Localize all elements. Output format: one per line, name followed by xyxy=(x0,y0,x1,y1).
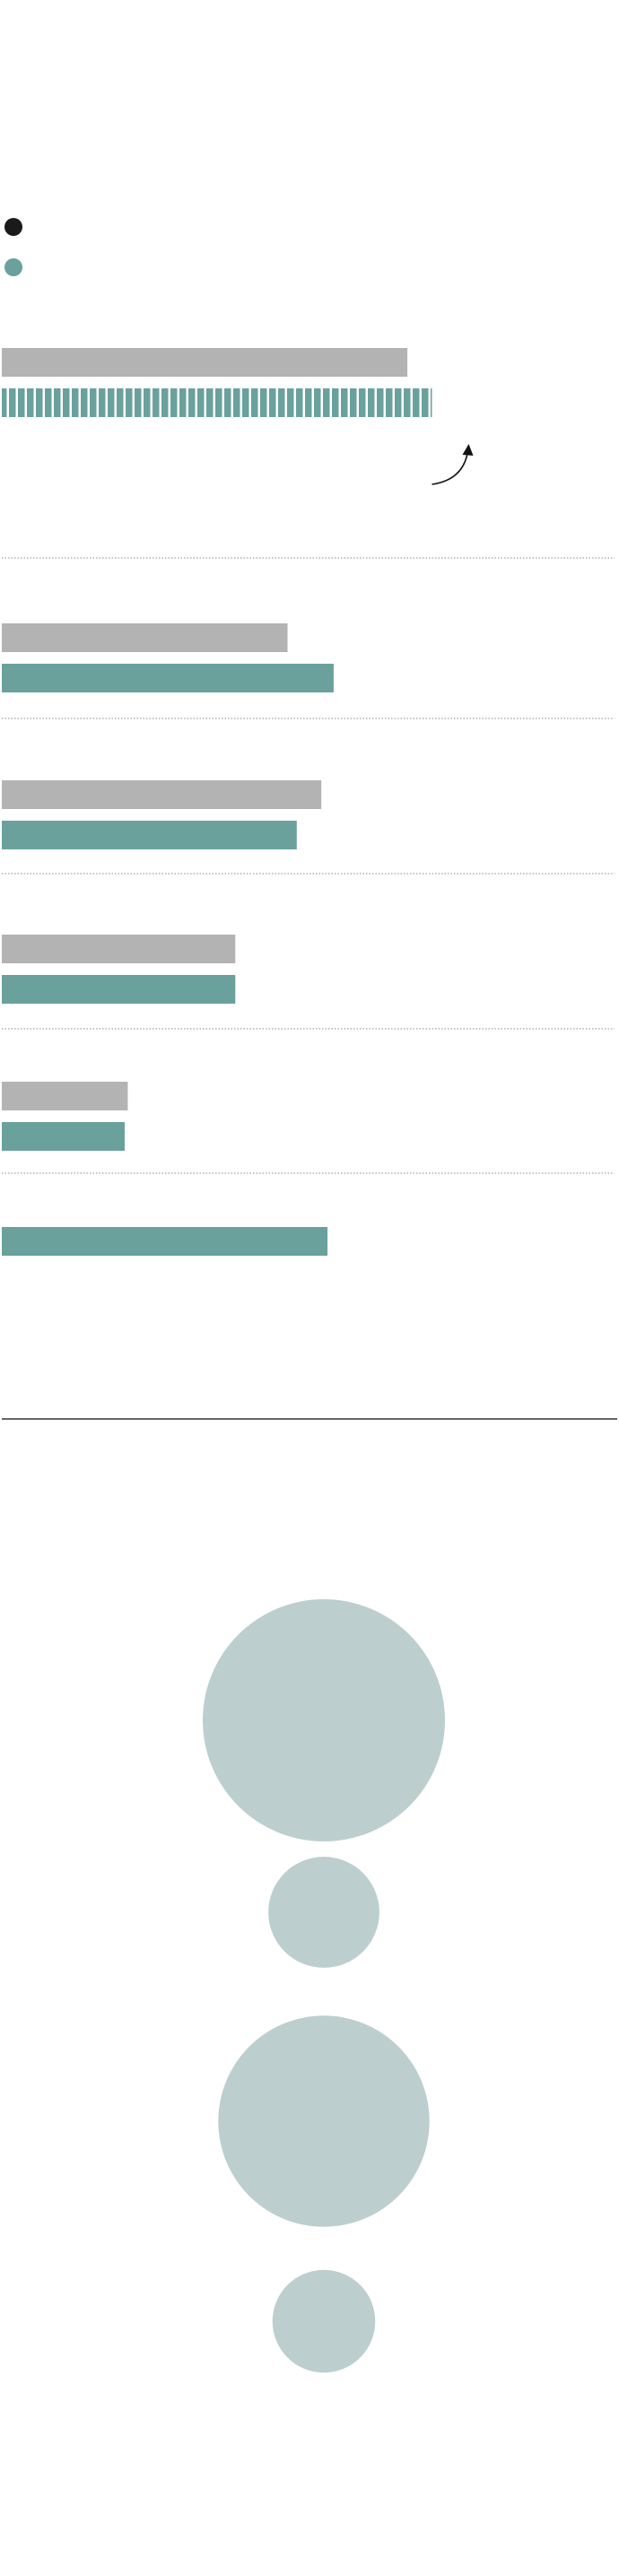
bar-b-2 xyxy=(2,821,297,849)
annotation-arrow-curve xyxy=(432,450,469,485)
bar-b-0 xyxy=(2,388,432,417)
bar-a-4 xyxy=(2,1082,128,1110)
bar-chart xyxy=(2,348,615,1256)
bar-b-4 xyxy=(2,1122,125,1151)
bar-a-1 xyxy=(2,623,288,652)
bar-a-0 xyxy=(2,348,408,377)
legend xyxy=(4,218,22,276)
legend-marker-0 xyxy=(4,218,22,236)
bar-b-1 xyxy=(2,664,334,692)
annotation-arrow-head xyxy=(462,444,474,456)
bar-a-2 xyxy=(2,780,322,809)
bubble-chart xyxy=(203,1599,445,2373)
bubble-2 xyxy=(218,2015,430,2227)
bubble-0 xyxy=(203,1599,445,1841)
bar-b-5 xyxy=(2,1227,328,1256)
legend-marker-1 xyxy=(4,258,22,276)
bar-a-3 xyxy=(2,935,236,963)
bubble-1 xyxy=(268,1857,379,1968)
bar-b-3 xyxy=(2,975,236,1004)
bubble-3 xyxy=(272,2269,376,2373)
